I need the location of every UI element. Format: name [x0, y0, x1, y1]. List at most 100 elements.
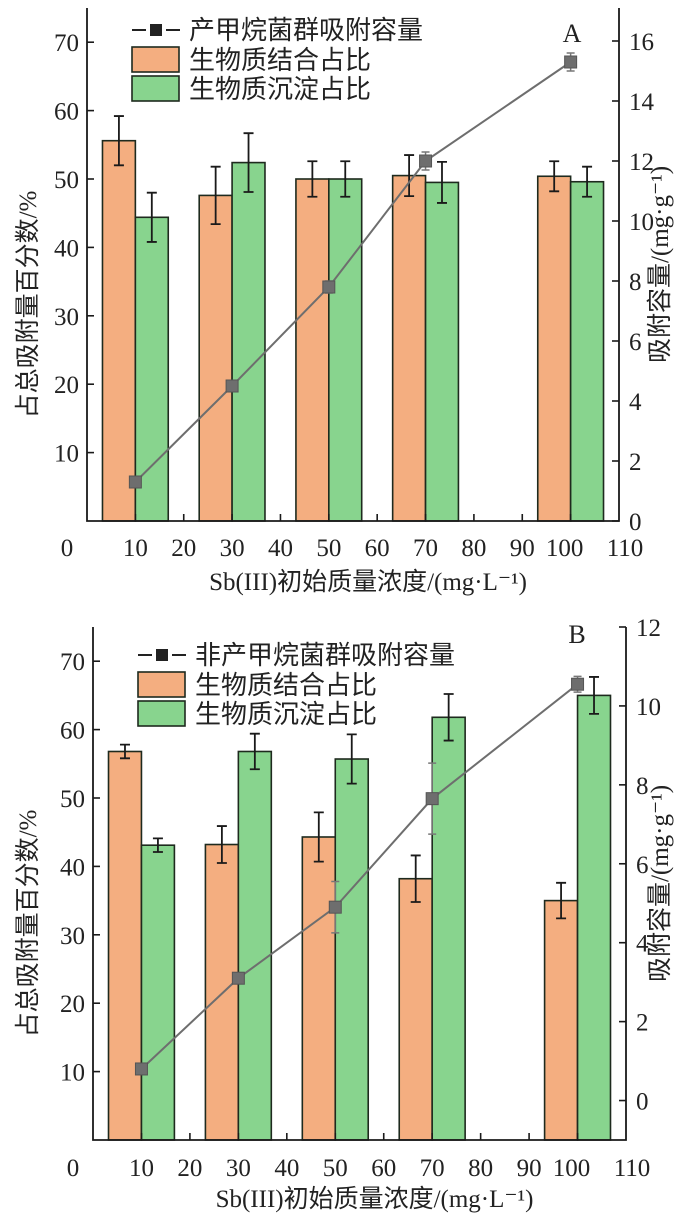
error-bar-precipitation-100 [582, 165, 593, 198]
x-axis-title: Sb(III)初始质量浓度/(mg·L⁻¹) [209, 568, 527, 596]
y-right-tick-label: 10 [636, 694, 661, 721]
error-bar-precipitation-10 [146, 191, 157, 243]
x-tick-label: 40 [274, 1155, 299, 1182]
error-bar-binding-50 [307, 160, 318, 198]
bar-precipitation-10 [134, 216, 170, 522]
x-tick-label: 80 [468, 1155, 493, 1182]
x-tick-label: 10 [129, 1155, 154, 1182]
x-tick-label: 90 [510, 535, 535, 562]
bar-precipitation-50 [328, 178, 363, 522]
axes-frame [86, 8, 620, 522]
x-tick-label: 10 [123, 535, 148, 562]
y-right-axis-title: 吸附容量/(mg·g⁻¹) [646, 166, 674, 363]
x-tick-label: 20 [177, 1155, 202, 1182]
y-right-tick-label: 2 [636, 1010, 649, 1037]
bar-binding-50 [301, 836, 337, 1141]
x-tick-label: 30 [226, 1155, 251, 1182]
x-tick-label: 50 [316, 535, 341, 562]
legend-swatch-binding [131, 46, 180, 73]
legend-swatch-precipitation [137, 700, 186, 727]
chart-panel-a: 10 20 30 40 50 60 70 0 2 4 6 8 10 12 14 16 0 10 20 30 40 50 60… [14, 8, 674, 596]
line-point-50 [322, 280, 336, 294]
x-tick-label: 100 [553, 1155, 591, 1182]
legend-label: 生物质沉淀占比 [195, 700, 377, 729]
x-tick-label: 70 [413, 535, 438, 562]
bar-precipitation-70 [431, 716, 466, 1141]
legend-label: 生物质结合占比 [189, 46, 371, 75]
bar-precipitation-100 [569, 180, 605, 522]
chart-panel-b: 10 20 30 40 50 60 70 0 2 4 6 8 10 12 0 10 20 30 40 50 60 70 80… [14, 615, 674, 1213]
bar-precipitation-50 [334, 758, 370, 1141]
x-tick-label: 60 [371, 1155, 396, 1182]
x-tick-label: 70 [420, 1155, 445, 1182]
y-tick-label: 60 [54, 99, 79, 126]
x-tick-label: 0 [61, 535, 74, 562]
y-tick-label: 30 [54, 304, 79, 331]
bar-binding-70 [391, 174, 427, 522]
error-bar-binding-70 [410, 854, 421, 903]
x-tick-label: 100 [546, 535, 584, 562]
error-bar-precipitation-70 [436, 161, 447, 204]
y-tick-label: 40 [54, 235, 79, 262]
bar-binding-70 [398, 877, 433, 1141]
line-point-70 [425, 792, 439, 806]
panel-label: B [568, 620, 585, 649]
y-right-tick-label: 6 [636, 852, 649, 879]
legend-label: 非产甲烷菌群吸附容量 [195, 641, 455, 670]
error-bar-precipitation-100 [589, 676, 600, 715]
bar-precipitation-70 [424, 181, 460, 522]
y-tick-label: 30 [60, 923, 85, 950]
error-bar-binding-10 [119, 743, 130, 760]
error-bar-precipitation-10 [152, 837, 163, 853]
bar-binding-100 [536, 175, 572, 522]
legend-label: 产甲烷菌群吸附容量 [189, 16, 423, 45]
y-right-tick-label: 8 [629, 269, 642, 296]
error-bar-precipitation-30 [249, 732, 260, 771]
y-tick-label: 50 [60, 786, 85, 813]
x-tick-label: 90 [517, 1155, 542, 1182]
error-bar-binding-70 [404, 154, 415, 197]
line-point-50 [328, 900, 342, 914]
y-right-tick-label: 8 [636, 773, 649, 800]
legend-square-marker-icon [150, 24, 162, 36]
bar-binding-10 [107, 750, 143, 1141]
bar-binding-100 [543, 899, 579, 1141]
y-tick-label: 20 [60, 991, 85, 1018]
y-axis-title: 占总吸附量百分数/% [14, 810, 42, 1038]
error-bar-precipitation-30 [243, 132, 254, 193]
line-point-100 [571, 677, 585, 691]
error-bar-binding-10 [113, 115, 124, 167]
error-bar-binding-100 [549, 160, 560, 193]
x-tick-label: 20 [171, 535, 196, 562]
x-tick-label: 30 [220, 535, 245, 562]
legend-swatch-binding [137, 671, 186, 698]
panel-label: A [563, 19, 582, 48]
y-right-tick-label: 16 [629, 29, 654, 56]
y-right-tick-label: 4 [629, 389, 642, 416]
line-point-10 [134, 1062, 148, 1076]
x-tick-label: 0 [67, 1155, 80, 1182]
bar-binding-50 [295, 178, 330, 522]
y-tick-label: 50 [54, 167, 79, 194]
error-bar-precipitation-50 [340, 160, 351, 198]
y-right-tick-label: 6 [629, 329, 642, 356]
y-tick-label: 70 [54, 30, 79, 57]
x-tick-label: 110 [614, 1155, 651, 1182]
line-point-10 [128, 475, 142, 489]
x-tick-label: 80 [461, 535, 486, 562]
error-bar-binding-100 [556, 881, 567, 920]
legend-square-marker-icon [156, 649, 168, 661]
bar-binding-30 [198, 194, 233, 522]
bar-precipitation-100 [576, 694, 612, 1141]
error-bar-binding-50 [313, 811, 324, 863]
bar-precipitation-10 [140, 844, 176, 1141]
x-tick-label: 40 [268, 535, 293, 562]
y-tick-label: 40 [60, 854, 85, 881]
error-bar-binding-30 [210, 165, 221, 226]
y-axis-title: 占总吸附量百分数/% [14, 191, 42, 419]
axes-frame [92, 627, 627, 1141]
x-tick-label: 60 [365, 535, 390, 562]
line-point-100 [564, 55, 578, 69]
line-point-30 [225, 379, 239, 393]
